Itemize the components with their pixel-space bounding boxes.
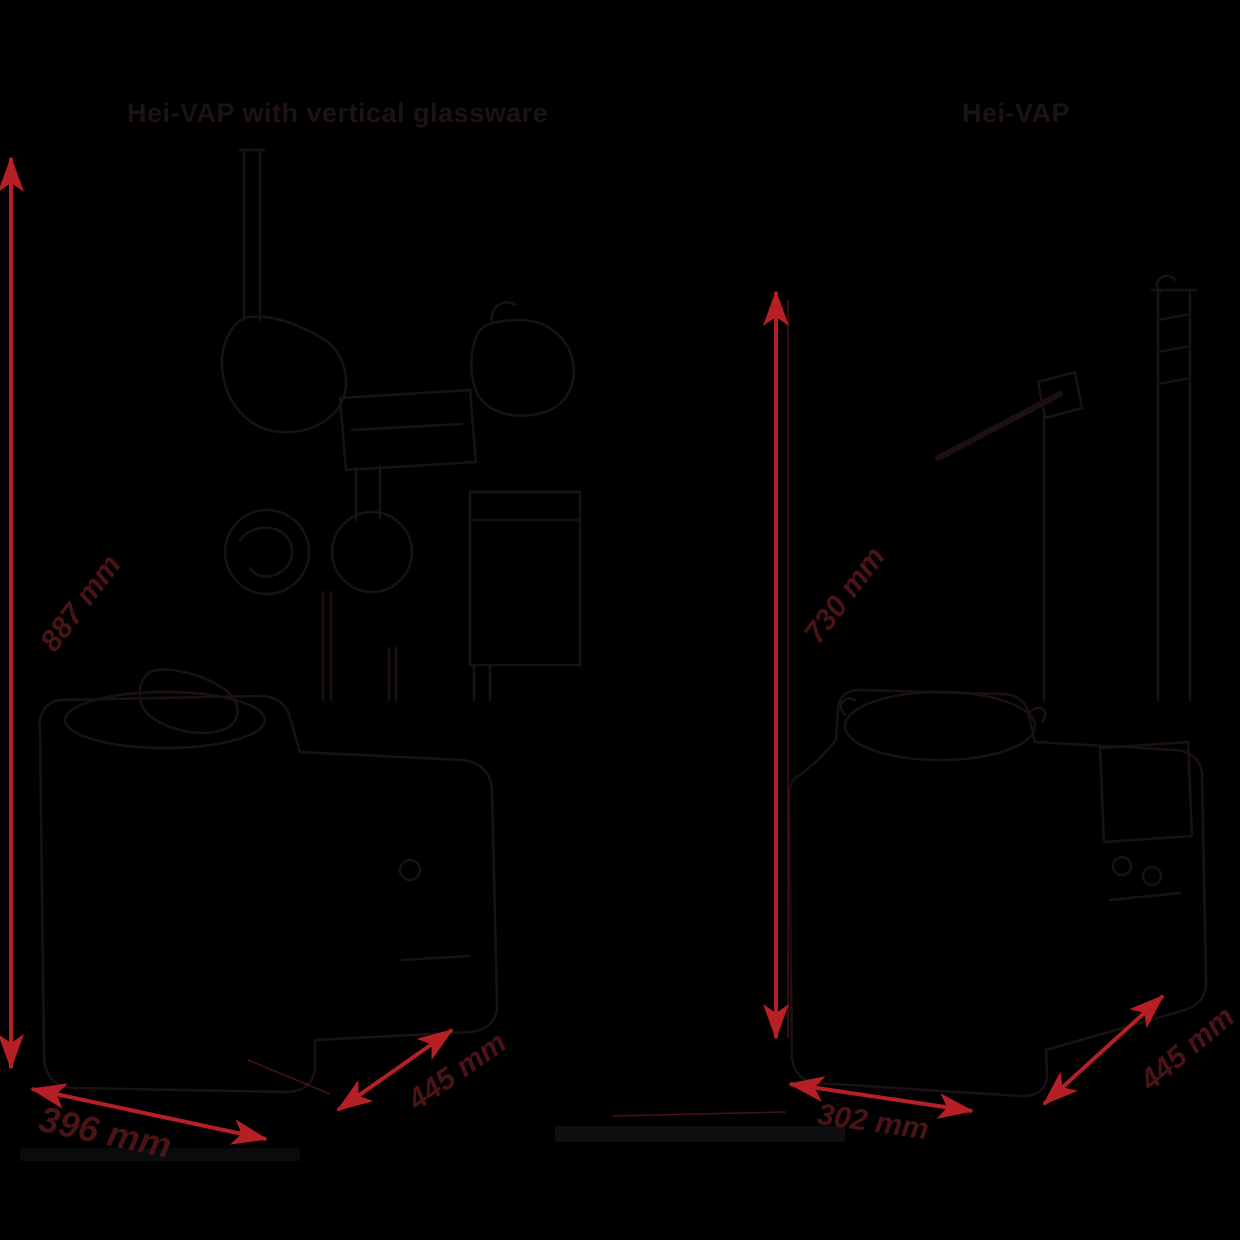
- depth-extension-line-left: [247, 1059, 331, 1095]
- bath-handle: [138, 668, 239, 734]
- right-width-arrow: [788, 1076, 974, 1119]
- width-extension-line-right: [611, 1111, 787, 1117]
- left-figure-title: Hei-VAP with vertical glassware: [127, 98, 549, 128]
- bath-pot: [843, 690, 1037, 762]
- left-depth-arrow: [336, 1028, 454, 1112]
- right-figure-title: Hei-VAP: [962, 98, 1071, 128]
- drive-housing: [470, 301, 575, 417]
- panel-knob-2: [1141, 865, 1163, 887]
- ground-shadow-bottom: [20, 1148, 300, 1161]
- condenser-holder-rod: [935, 391, 1063, 461]
- ground-shadow-left: [555, 1126, 845, 1142]
- right-base-unit-drawing: [787, 274, 1208, 1098]
- condenser-joint: [220, 315, 348, 434]
- support-rods: [321, 590, 398, 702]
- vapor-duct: [354, 464, 382, 522]
- rotary-drive-box: [338, 388, 478, 472]
- left-width-arrow: [30, 1083, 268, 1145]
- control-panel: [468, 490, 582, 702]
- rod-clamp: [1036, 370, 1084, 702]
- base-knob: [398, 858, 422, 882]
- left-evaporator-drawing: [38, 148, 582, 1094]
- heating-bath-base: [38, 694, 499, 1094]
- base-housing: [787, 688, 1208, 1098]
- lift-column: [1150, 274, 1198, 702]
- panel-knob-1: [1111, 855, 1133, 877]
- flask-coil: [238, 526, 294, 578]
- condenser-tube: [238, 148, 266, 322]
- base-vent-line: [400, 954, 472, 962]
- bath-pan: [63, 690, 267, 750]
- side-display-panel: [1098, 740, 1194, 902]
- right-depth-arrow: [1042, 994, 1165, 1106]
- evaporating-flask: [330, 510, 414, 594]
- receiving-flask: [223, 508, 311, 596]
- bath-pot-handles: [839, 697, 1047, 724]
